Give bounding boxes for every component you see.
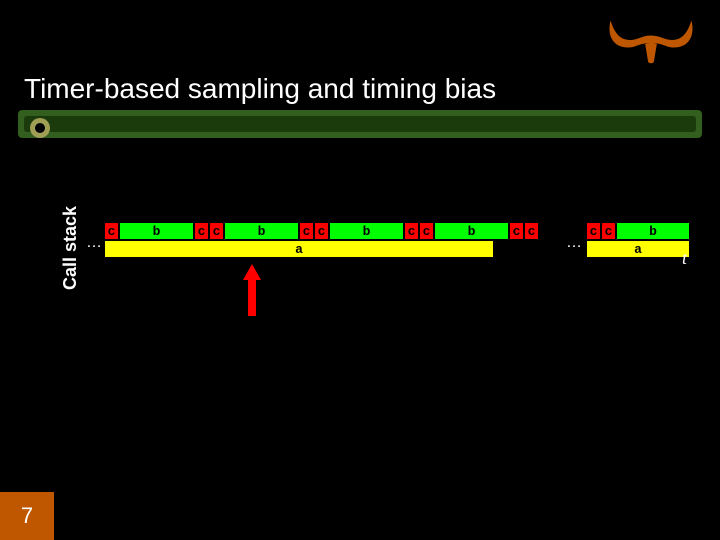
arrow-shaft <box>248 280 256 316</box>
timeline-diagram: … acbccbccbccbccaccb … t <box>86 222 692 282</box>
segment-c: c <box>299 222 314 240</box>
segment-b: b <box>616 222 690 240</box>
segment-c: c <box>419 222 434 240</box>
time-axis-label: t <box>682 248 687 269</box>
title-bullet-icon <box>30 118 50 138</box>
segment-b: b <box>119 222 194 240</box>
segment-a: a <box>586 240 690 258</box>
segment-c: c <box>104 222 119 240</box>
ellipsis-left: … <box>86 234 102 252</box>
segment-c: c <box>524 222 539 240</box>
segment-c: c <box>314 222 329 240</box>
slide-title: Timer-based sampling and timing bias <box>18 74 702 105</box>
segment-a: a <box>104 240 494 258</box>
segment-b: b <box>224 222 299 240</box>
segment-c: c <box>209 222 224 240</box>
segment-c: c <box>194 222 209 240</box>
title-rule-inner <box>24 116 696 132</box>
longhorn-icon <box>609 21 692 64</box>
title-block: Timer-based sampling and timing bias <box>18 74 702 138</box>
y-axis-label: Call stack <box>60 206 81 290</box>
ellipsis-right: … <box>566 234 582 252</box>
segment-b: b <box>434 222 509 240</box>
longhorn-logo <box>606 10 696 70</box>
segment-c: c <box>404 222 419 240</box>
segment-c: c <box>601 222 616 240</box>
sample-arrow-icon <box>243 264 261 316</box>
page-number: 7 <box>0 492 54 540</box>
slide: Timer-based sampling and timing bias Cal… <box>0 0 720 540</box>
arrow-head <box>243 264 261 280</box>
segment-c: c <box>509 222 524 240</box>
segment-b: b <box>329 222 404 240</box>
segment-c: c <box>586 222 601 240</box>
